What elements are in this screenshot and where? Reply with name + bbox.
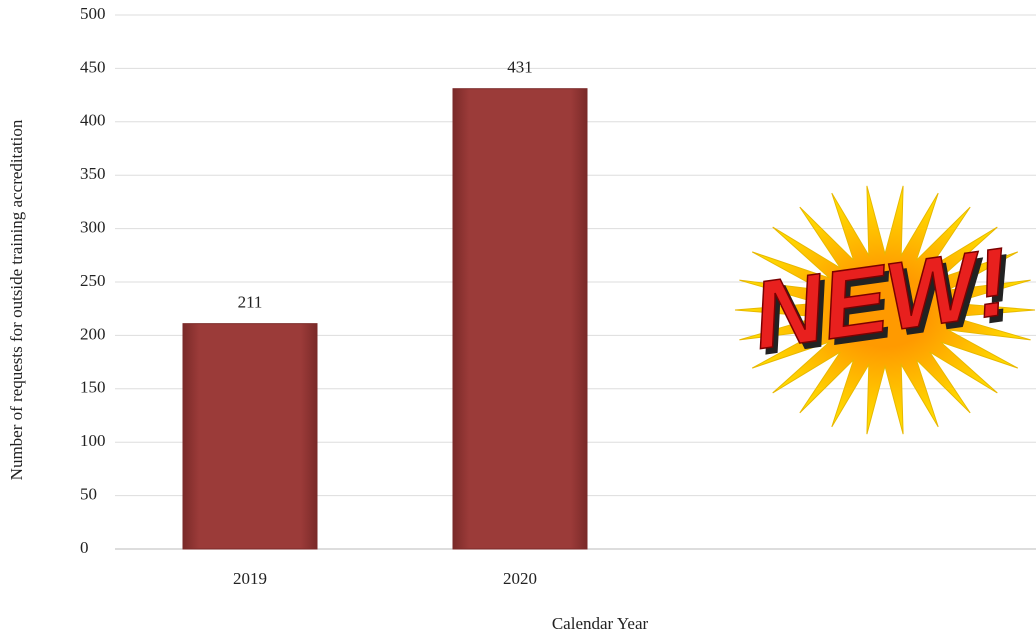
y-tick-label: 400	[80, 111, 106, 130]
starburst	[734, 185, 1036, 435]
y-tick-label: 500	[80, 4, 106, 23]
x-tick-label: 2020	[503, 569, 537, 588]
y-tick-label: 50	[80, 485, 97, 504]
y-tick-label: 300	[80, 218, 106, 237]
data-label: 211	[238, 293, 263, 312]
bar	[182, 323, 318, 550]
bar	[452, 88, 588, 550]
x-tick-label: 2019	[233, 569, 267, 588]
y-tick-label: 150	[80, 378, 106, 397]
data-label: 431	[507, 58, 533, 77]
new-badge: NEW! NEW!	[734, 185, 1036, 435]
y-tick-label: 450	[80, 57, 106, 76]
x-axis-title: Calendar Year	[552, 614, 649, 633]
y-tick-label: 200	[80, 324, 106, 343]
y-tick-label: 100	[80, 431, 106, 450]
y-tick-label: 350	[80, 164, 106, 183]
y-tick-label: 250	[80, 271, 106, 290]
y-axis-title: Number of requests for outside training …	[7, 119, 26, 480]
y-tick-label: 0	[80, 538, 89, 557]
